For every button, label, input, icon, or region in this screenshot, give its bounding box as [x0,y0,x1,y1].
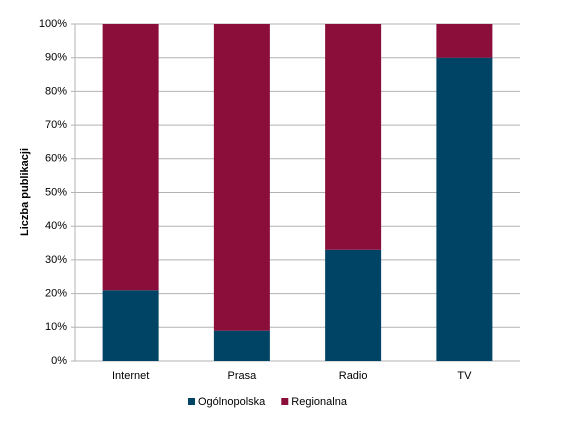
y-tick-label: 60% [45,153,67,165]
bar-segment [325,249,382,361]
y-tick-label: 80% [45,85,67,97]
y-tick-label: 100% [39,18,67,30]
bar-segment [102,290,159,361]
y-tick-label: 0% [51,355,67,367]
bar-segment [102,24,159,291]
bar-segment [325,24,382,250]
bar-segment [436,24,493,58]
x-tick-label: Prasa [228,370,258,382]
x-tick-label: Internet [112,370,149,382]
y-axis-label: Liczba publikacji [19,148,31,236]
y-tick-label: 40% [45,220,67,232]
y-tick-label: 50% [45,186,67,198]
bar-segment [436,57,493,361]
y-tick-label: 90% [45,52,67,64]
bar-segment [213,24,270,331]
legend-label: Ogólnopolska [198,396,266,408]
y-tick-label: 30% [45,254,67,266]
legend-swatch [188,398,195,405]
y-tick-label: 70% [45,119,67,131]
x-tick-label: Radio [339,370,368,382]
legend-swatch [281,398,289,405]
y-tick-label: 20% [45,288,67,300]
bar-segment [213,330,270,361]
y-tick-label: 10% [45,321,67,333]
legend-label: Regionalna [291,396,348,408]
x-tick-label: TV [457,370,472,382]
